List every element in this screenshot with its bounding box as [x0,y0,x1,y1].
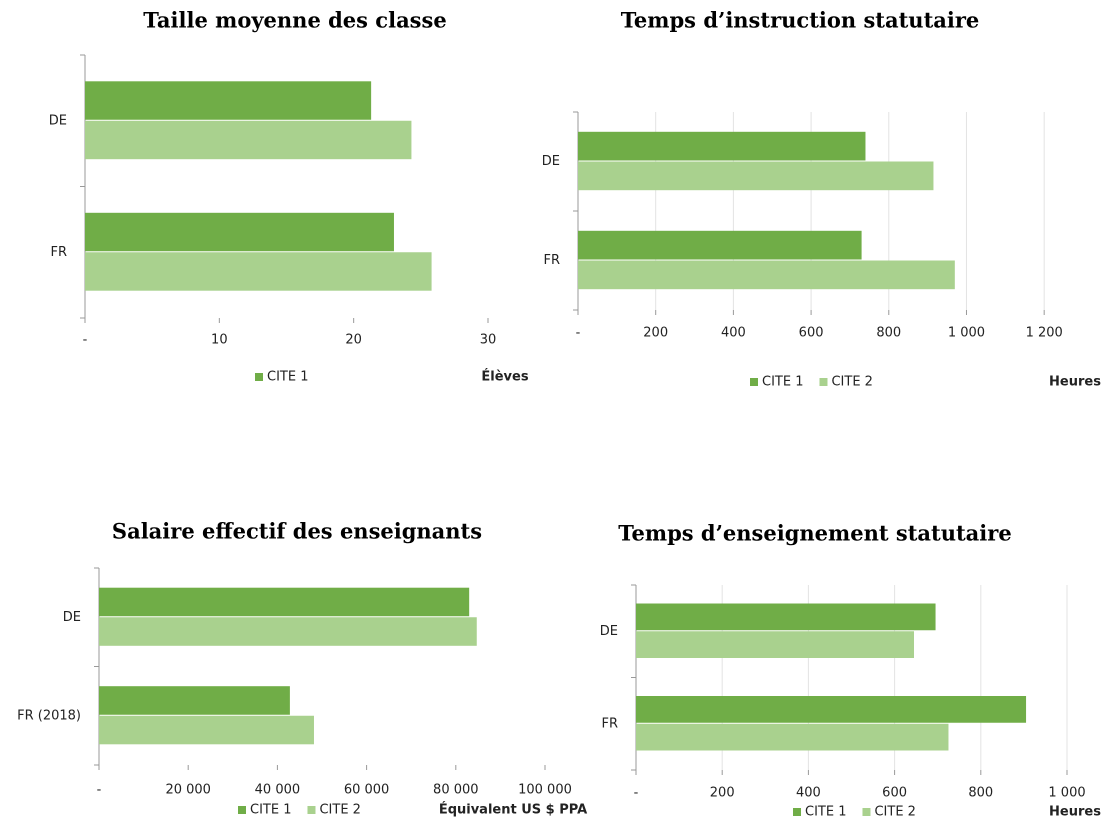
legend-label: CITE 1 [762,375,803,390]
bar [99,715,314,745]
x-axis-label: Équivalent US $ PPA [439,802,587,818]
x-tick-label: 800 [876,326,901,341]
legend-swatch [862,808,871,816]
x-tick-label: 800 [968,786,993,801]
x-tick-label: 20 [345,333,362,348]
y-tick-label: FR [50,245,67,260]
x-tick-label: 600 [799,326,824,341]
x-tick-label: 80 000 [433,783,479,798]
x-tick-label: 40 000 [255,783,301,798]
legend-label: CITE 1 [805,805,846,820]
y-tick-label: DE [542,154,560,169]
x-tick-label: - [634,786,639,801]
bar [578,260,955,290]
bar [99,617,477,646]
x-tick-label: - [97,783,102,798]
bar [636,696,1027,723]
x-tick-label: 30 [480,333,497,348]
x-tick-label: 400 [721,326,746,341]
chart-title: Temps d’instruction statutaire [621,8,980,33]
y-tick-label: DE [600,624,618,639]
bar [85,81,372,120]
legend-swatch [307,806,316,814]
x-tick-label: 200 [643,326,668,341]
x-tick-label: 200 [710,786,735,801]
legend-label: CITE 1 [267,370,308,385]
bar [636,631,914,658]
bar [85,212,394,252]
y-tick-label: DE [49,113,67,128]
x-tick-label: 1 000 [1048,786,1085,801]
legend-swatch [750,378,758,386]
x-tick-label: 20 000 [165,783,211,798]
y-tick-label: DE [63,610,81,625]
bar [636,723,949,751]
bar [85,252,432,291]
x-axis-label: Élèves [481,369,528,385]
bar [99,686,290,715]
bar [636,603,936,631]
y-tick-label: FR (2018) [17,708,81,723]
legend-label: CITE 1 [250,803,291,818]
legend-label: CITE 2 [874,805,915,820]
x-tick-label: 1 200 [1026,326,1063,341]
legend-swatch [238,806,246,814]
x-tick-label: 400 [796,786,821,801]
x-tick-label: 10 [211,333,228,348]
x-tick-label: 100 000 [518,783,572,798]
legend-label: CITE 2 [319,803,360,818]
x-axis-label: Heures [1049,805,1101,820]
legend-swatch [819,378,828,386]
bar [578,230,862,260]
x-tick-label: - [576,326,581,341]
x-tick-label: 600 [882,786,907,801]
y-tick-label: FR [543,253,560,268]
legend-swatch [793,808,801,816]
x-axis-label: Heures [1049,375,1101,390]
x-tick-label: - [83,333,88,348]
bar [578,161,934,191]
legend-label: CITE 2 [831,375,872,390]
x-tick-label: 1 000 [948,326,985,341]
x-tick-label: 60 000 [344,783,390,798]
bar [85,120,412,160]
chart-title: Temps d’enseignement statutaire [618,521,1011,546]
y-tick-label: FR [601,716,618,731]
chart-title: Salaire effectif des enseignants [112,519,482,544]
bar [99,587,470,617]
legend-swatch [255,373,263,381]
chart-title: Taille moyenne des classe [143,8,446,33]
bar [578,131,866,161]
